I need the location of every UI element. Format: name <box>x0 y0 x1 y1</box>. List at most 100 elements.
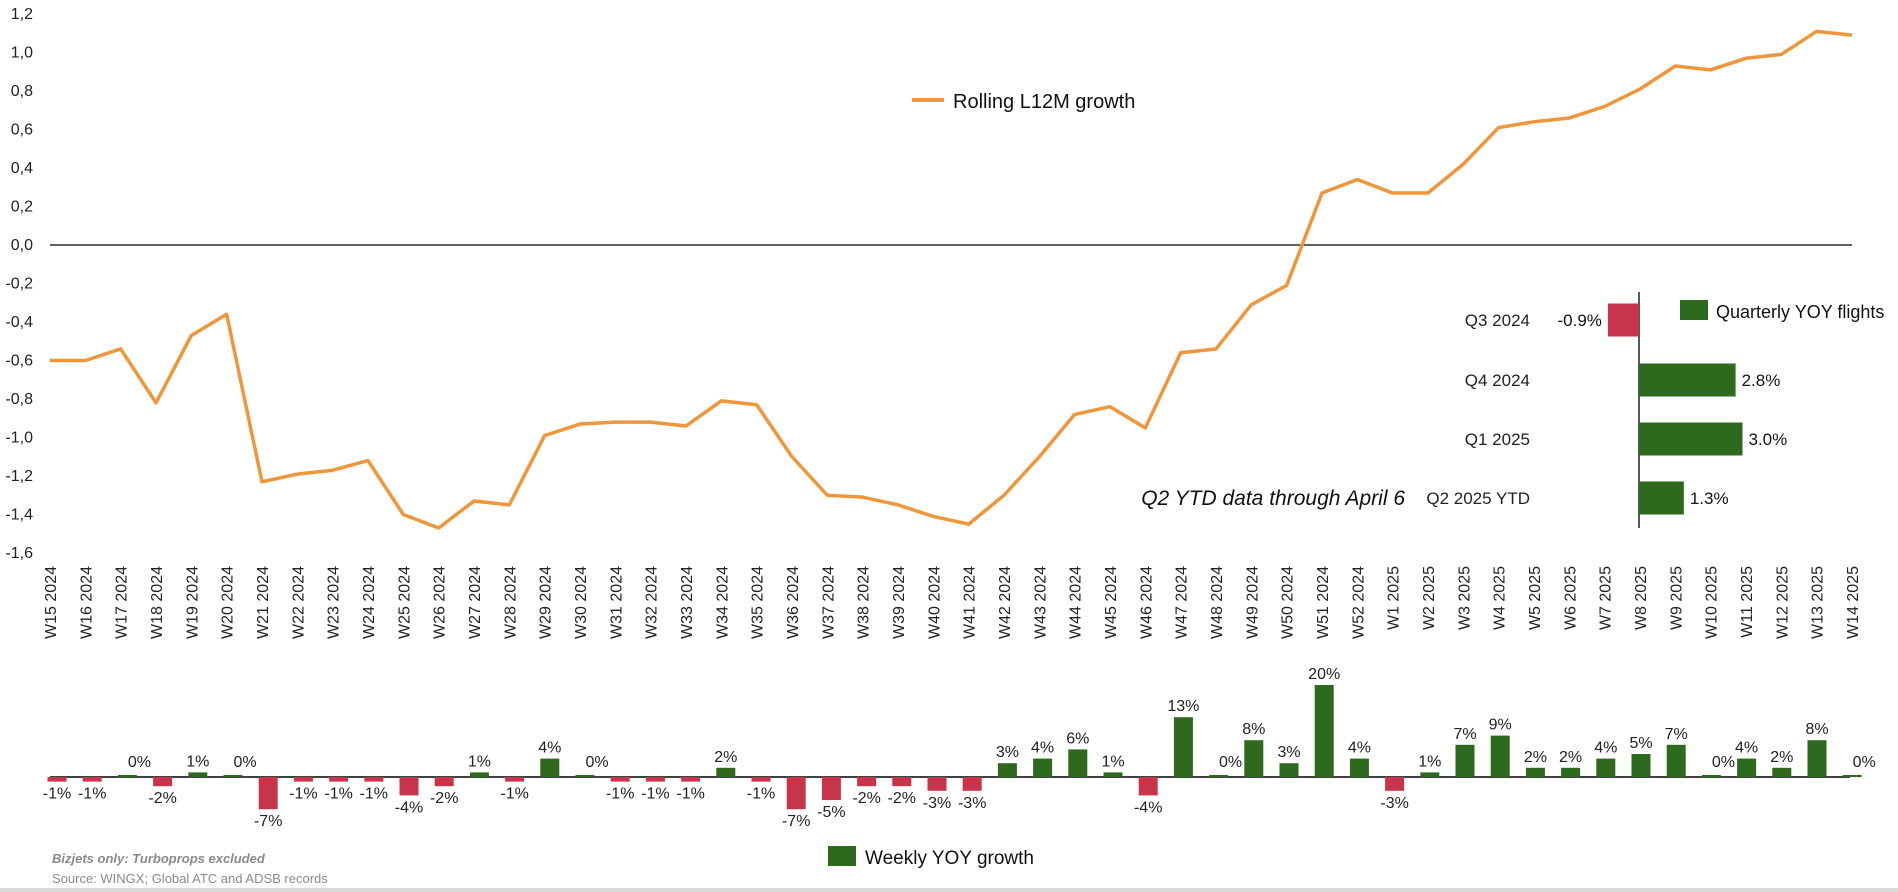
weekly-value-label: 1% <box>468 753 491 770</box>
quarterly-value-label: 3.0% <box>1749 430 1788 449</box>
weekly-value-label: -7% <box>782 813 810 830</box>
weekly-bar <box>857 777 877 787</box>
weekly-value-label: 0% <box>585 754 608 771</box>
quarterly-legend-swatch <box>1680 300 1708 320</box>
weekly-bar <box>575 775 595 777</box>
x-tick-label: W44 2024 <box>1068 566 1085 639</box>
weekly-value-label: -1% <box>360 786 388 803</box>
x-tick-label: W51 2024 <box>1315 566 1332 639</box>
weekly-value-label: -1% <box>500 786 528 803</box>
x-tick-label: W27 2024 <box>467 566 484 639</box>
x-tick-label: W42 2024 <box>997 566 1014 639</box>
weekly-bar <box>469 772 489 777</box>
weekly-bar <box>1068 749 1088 777</box>
weekly-value-label: -2% <box>148 790 176 807</box>
quarterly-category-label: Q4 2024 <box>1465 371 1530 390</box>
y-tick-label: -0,4 <box>5 314 33 331</box>
weekly-value-label: 8% <box>1805 721 1828 738</box>
x-tick-label: W38 2024 <box>856 566 873 639</box>
weekly-value-label: 20% <box>1308 666 1340 683</box>
x-tick-label: W2 2025 <box>1421 566 1438 630</box>
x-tick-label: W19 2024 <box>184 566 201 639</box>
x-tick-label: W37 2024 <box>820 566 837 639</box>
x-tick-label: W30 2024 <box>573 566 590 639</box>
weekly-bar <box>1279 763 1299 777</box>
weekly-value-label: 4% <box>1031 740 1054 757</box>
quarterly-bar <box>1639 422 1743 456</box>
x-tick-label: W16 2024 <box>78 566 95 639</box>
weekly-bar <box>47 777 67 782</box>
quarterly-category-label: Q1 2025 <box>1465 430 1530 449</box>
weekly-value-label: 1% <box>1418 753 1441 770</box>
y-tick-label: 0,4 <box>11 160 33 177</box>
rolling-growth-line <box>50 29 1853 530</box>
weekly-value-label: 4% <box>1594 740 1617 757</box>
weekly-bar <box>1490 735 1510 777</box>
weekly-value-label: -3% <box>923 795 951 812</box>
line-legend-label: Rolling L12M growth <box>953 91 1135 113</box>
weekly-bar <box>1244 740 1264 777</box>
weekly-value-label: -4% <box>1134 799 1162 816</box>
weekly-value-label: 8% <box>1242 721 1265 738</box>
weekly-bar <box>1103 772 1123 777</box>
x-tick-label: W32 2024 <box>644 566 661 639</box>
weekly-bar <box>927 777 947 791</box>
x-tick-label: W29 2024 <box>538 566 555 639</box>
x-tick-label: W20 2024 <box>220 566 237 639</box>
weekly-bar <box>716 767 736 777</box>
x-tick-label: W15 2024 <box>43 566 60 639</box>
y-tick-label: -1,0 <box>5 430 33 447</box>
x-tick-label: W34 2024 <box>714 566 731 639</box>
weekly-bar <box>610 777 630 782</box>
weekly-value-label: 6% <box>1066 730 1089 747</box>
weekly-value-label: 0% <box>1712 754 1735 771</box>
weekly-bar-chart: -1% -1% 0% -2% 1% 0% -7% -1% -1% -1% -4% -2% 1% -1% 4%… <box>43 666 1876 830</box>
weekly-bar <box>997 763 1017 777</box>
y-tick-label: 1,0 <box>11 45 33 62</box>
weekly-value-label: 7% <box>1665 726 1688 743</box>
x-tick-label: W39 2024 <box>891 566 908 639</box>
quarterly-value-label: 2.8% <box>1742 371 1781 390</box>
x-tick-label: W5 2025 <box>1527 566 1544 630</box>
x-tick-label: W26 2024 <box>432 566 449 639</box>
quarterly-legend-label: Quarterly YOY flights <box>1716 302 1884 322</box>
x-tick-label: W47 2024 <box>1174 566 1191 639</box>
weekly-value-label: 0% <box>128 754 151 771</box>
weekly-value-label: -5% <box>817 804 845 821</box>
weekly-bar <box>1525 767 1545 777</box>
x-tick-label: W6 2025 <box>1562 566 1579 630</box>
weekly-value-label: 1% <box>186 753 209 770</box>
weekly-value-label: 0% <box>1853 754 1876 771</box>
quarterly-value-label: 1.3% <box>1690 489 1729 508</box>
weekly-value-label: -3% <box>1380 795 1408 812</box>
x-tick-label: W28 2024 <box>502 566 519 639</box>
weekly-bar <box>1385 777 1405 791</box>
weekly-bar <box>962 777 982 791</box>
y-tick-label: -1,4 <box>5 507 33 524</box>
x-tick-label: W18 2024 <box>149 566 166 639</box>
weekly-value-label: 13% <box>1167 698 1199 715</box>
weekly-value-label: -2% <box>852 790 880 807</box>
weekly-legend: Weekly YOY growth <box>828 846 1034 869</box>
y-tick-label: -0,6 <box>5 353 33 370</box>
weekly-bar <box>1314 685 1334 777</box>
source-note: Source: WINGX; Global ATC and ADSB recor… <box>52 871 328 886</box>
weekly-value-label: 0% <box>233 754 256 771</box>
x-axis-ticks: W15 2024 W16 2024 W17 2024 W18 2024 W19 2024… <box>43 566 1862 639</box>
weekly-value-label: -1% <box>43 786 71 803</box>
weekly-bar <box>258 777 278 810</box>
weekly-bar <box>1737 758 1757 777</box>
quarterly-category-label: Q2 2025 YTD <box>1426 489 1530 508</box>
x-tick-label: W25 2024 <box>396 566 413 639</box>
line-legend: Rolling L12M growth <box>912 91 1135 113</box>
x-tick-label: W21 2024 <box>255 566 272 639</box>
weekly-bar <box>1666 744 1686 777</box>
x-tick-label: W17 2024 <box>114 566 131 639</box>
weekly-bar <box>1033 758 1053 777</box>
quarterly-bar <box>1639 481 1684 515</box>
y-tick-label: 1,2 <box>11 6 33 23</box>
x-tick-label: W8 2025 <box>1633 566 1650 630</box>
weekly-value-label: -1% <box>606 786 634 803</box>
q2-annotation: Q2 YTD data through April 6 <box>1141 487 1405 510</box>
x-tick-label: W36 2024 <box>785 566 802 639</box>
